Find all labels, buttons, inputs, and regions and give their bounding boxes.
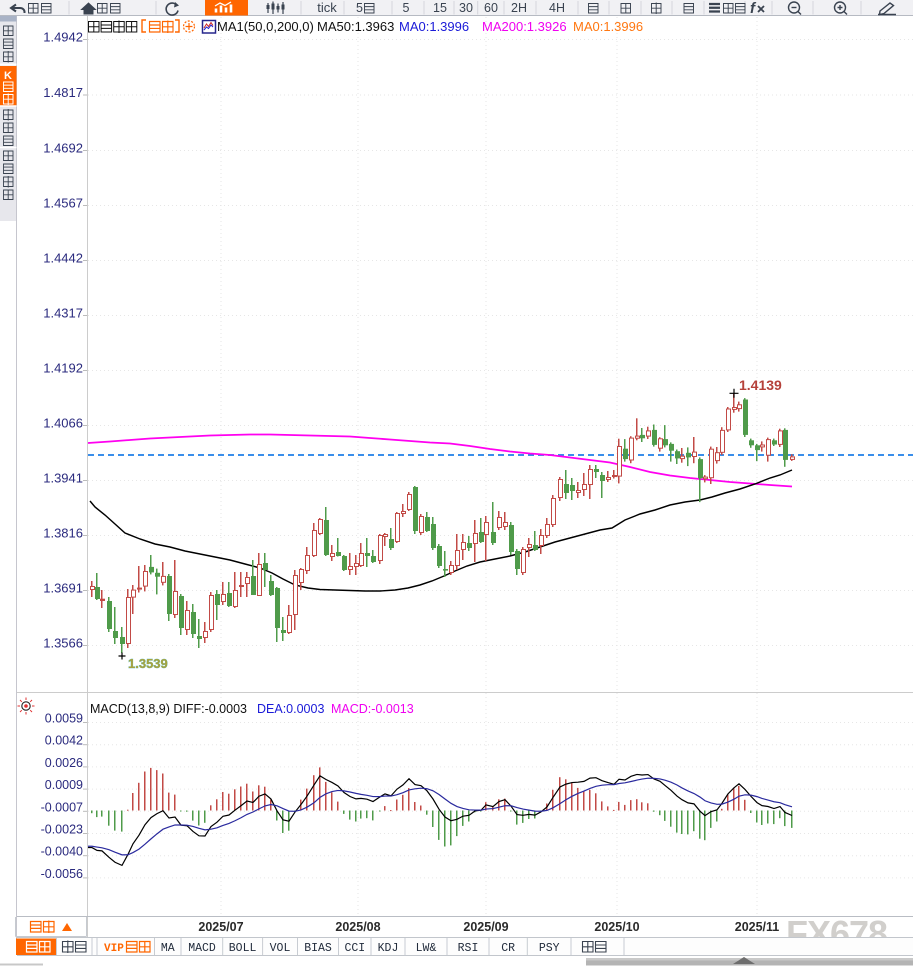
svg-text:1.4442: 1.4442 [43, 251, 83, 266]
svg-text:1.4567: 1.4567 [43, 196, 83, 211]
svg-text:MA0:1.3996: MA0:1.3996 [399, 19, 469, 34]
svg-text:5: 5 [403, 1, 410, 15]
svg-text:-0.0023: -0.0023 [41, 823, 83, 837]
svg-text:DEA:0.0003: DEA:0.0003 [257, 702, 324, 716]
svg-text:2025/11: 2025/11 [735, 920, 780, 934]
svg-text:4H: 4H [549, 1, 565, 15]
svg-text:-0.0056: -0.0056 [41, 867, 83, 881]
svg-text:15: 15 [433, 1, 447, 15]
svg-text:1.4942: 1.4942 [43, 30, 83, 45]
svg-text:1.4817: 1.4817 [43, 85, 83, 100]
svg-text:PSY: PSY [539, 942, 560, 955]
svg-text:CR: CR [501, 942, 515, 955]
svg-text:MA200:1.3926: MA200:1.3926 [482, 19, 567, 34]
svg-text:-0.0007: -0.0007 [41, 800, 83, 814]
svg-text:LW&: LW& [416, 942, 437, 955]
svg-text:VIP: VIP [104, 943, 124, 955]
svg-text:MA50:1.3963: MA50:1.3963 [317, 19, 394, 34]
svg-text:tick: tick [317, 0, 337, 15]
svg-text:RSI: RSI [458, 942, 479, 955]
svg-text:2025/08: 2025/08 [335, 920, 380, 934]
svg-text:MA0:1.3996: MA0:1.3996 [573, 19, 643, 34]
svg-text:1.4139: 1.4139 [739, 377, 782, 393]
svg-text:1.3691: 1.3691 [43, 581, 83, 596]
svg-text:MA1(50,0,200,0): MA1(50,0,200,0) [217, 19, 314, 34]
svg-text:1.4317: 1.4317 [43, 306, 83, 321]
svg-text:2025/07: 2025/07 [198, 920, 243, 934]
svg-text:2025/09: 2025/09 [463, 920, 508, 934]
svg-text:MACD(13,8,9) DIFF:-0.0003: MACD(13,8,9) DIFF:-0.0003 [90, 702, 247, 716]
svg-text:-0.0040: -0.0040 [41, 845, 83, 859]
svg-text:1.3941: 1.3941 [43, 471, 83, 486]
svg-text:2H: 2H [511, 1, 527, 15]
svg-text:1.4192: 1.4192 [43, 361, 83, 376]
svg-text:0.0026: 0.0026 [45, 756, 83, 770]
svg-text:K: K [4, 70, 12, 82]
svg-text:0.0059: 0.0059 [45, 712, 83, 726]
svg-text:f: f [750, 0, 757, 17]
svg-text:2025/10: 2025/10 [594, 920, 639, 934]
svg-text:1.4692: 1.4692 [43, 141, 83, 156]
svg-text:0.0042: 0.0042 [45, 734, 83, 748]
svg-text:1.4066: 1.4066 [43, 416, 83, 431]
svg-text:VOL: VOL [270, 942, 291, 955]
svg-text:CCI: CCI [344, 942, 365, 955]
svg-text:KDJ: KDJ [378, 942, 399, 955]
svg-text:BIAS: BIAS [304, 942, 332, 955]
svg-text:MA: MA [161, 942, 175, 955]
svg-text:MACD:-0.0013: MACD:-0.0013 [331, 702, 414, 716]
svg-text:5: 5 [356, 1, 363, 15]
svg-text:30: 30 [459, 1, 473, 15]
svg-text:MACD: MACD [188, 942, 216, 955]
svg-text:1.3539: 1.3539 [128, 656, 168, 671]
svg-text:1.3816: 1.3816 [43, 526, 83, 541]
svg-text:60: 60 [484, 1, 498, 15]
svg-text:0.0009: 0.0009 [45, 778, 83, 792]
svg-text:BOLL: BOLL [229, 942, 257, 955]
svg-text:1.3566: 1.3566 [43, 636, 83, 651]
